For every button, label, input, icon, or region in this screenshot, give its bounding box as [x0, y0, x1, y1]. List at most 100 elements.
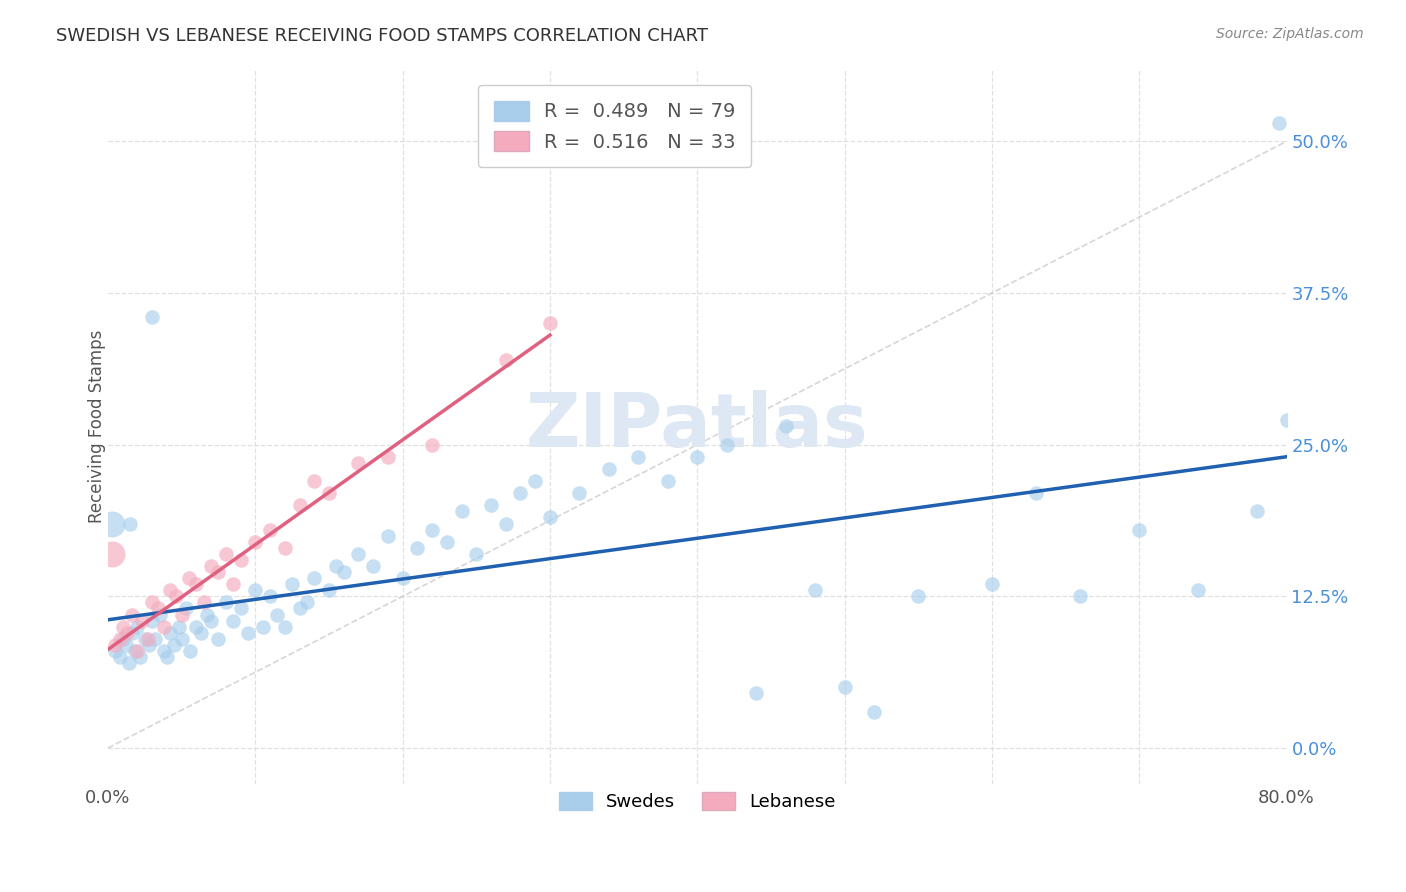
- Text: Source: ZipAtlas.com: Source: ZipAtlas.com: [1216, 27, 1364, 41]
- Point: [114, 638, 136, 652]
- Point: [104, 644, 127, 658]
- Point: [304, 571, 326, 585]
- Point: [288, 499, 311, 513]
- Point: [420, 438, 443, 452]
- Point: [222, 614, 245, 628]
- Point: [834, 681, 856, 695]
- Point: [124, 644, 146, 658]
- Point: [538, 510, 561, 524]
- Point: [215, 595, 238, 609]
- Point: [495, 516, 517, 531]
- Point: [318, 583, 340, 598]
- Point: [120, 516, 142, 531]
- Point: [156, 650, 179, 665]
- Point: [745, 686, 768, 700]
- Point: [222, 577, 245, 591]
- Point: [245, 534, 267, 549]
- Point: [465, 547, 488, 561]
- Point: [863, 705, 886, 719]
- Point: [245, 583, 267, 598]
- Point: [146, 601, 169, 615]
- Point: [229, 601, 252, 615]
- Point: [177, 571, 200, 585]
- Y-axis label: Receiving Food Stamps: Receiving Food Stamps: [89, 330, 105, 524]
- Point: [200, 614, 222, 628]
- Point: [108, 650, 131, 665]
- Point: [165, 590, 187, 604]
- Point: [190, 625, 212, 640]
- Point: [598, 462, 620, 476]
- Point: [117, 656, 139, 670]
- Point: [259, 523, 281, 537]
- Point: [347, 456, 370, 470]
- Point: [153, 620, 176, 634]
- Point: [377, 450, 399, 464]
- Point: [121, 625, 143, 640]
- Point: [495, 352, 517, 367]
- Point: [138, 638, 160, 652]
- Point: [195, 607, 218, 622]
- Point: [1025, 486, 1047, 500]
- Point: [450, 504, 472, 518]
- Point: [252, 620, 274, 634]
- Point: [127, 620, 149, 634]
- Point: [538, 316, 561, 330]
- Point: [129, 650, 152, 665]
- Point: [1187, 583, 1209, 598]
- Point: [174, 601, 197, 615]
- Point: [200, 559, 222, 574]
- Point: [207, 565, 229, 579]
- Point: [111, 620, 134, 634]
- Point: [101, 516, 124, 531]
- Point: [170, 607, 193, 622]
- Point: [1128, 523, 1150, 537]
- Point: [167, 620, 190, 634]
- Point: [186, 620, 208, 634]
- Point: [479, 499, 502, 513]
- Point: [657, 474, 679, 488]
- Point: [143, 632, 166, 646]
- Point: [775, 419, 797, 434]
- Point: [159, 625, 181, 640]
- Point: [361, 559, 384, 574]
- Point: [907, 590, 929, 604]
- Point: [141, 310, 163, 325]
- Point: [163, 638, 186, 652]
- Point: [207, 632, 229, 646]
- Point: [332, 565, 354, 579]
- Point: [186, 577, 208, 591]
- Point: [229, 553, 252, 567]
- Point: [179, 644, 201, 658]
- Point: [153, 644, 176, 658]
- Point: [1069, 590, 1091, 604]
- Point: [1275, 413, 1298, 427]
- Point: [115, 625, 138, 640]
- Point: [159, 583, 181, 598]
- Point: [509, 486, 531, 500]
- Point: [127, 644, 149, 658]
- Point: [259, 590, 281, 604]
- Point: [281, 577, 304, 591]
- Point: [1268, 116, 1291, 130]
- Point: [215, 547, 238, 561]
- Point: [121, 607, 143, 622]
- Point: [170, 632, 193, 646]
- Point: [288, 601, 311, 615]
- Point: [406, 541, 429, 555]
- Point: [131, 614, 153, 628]
- Point: [148, 607, 170, 622]
- Point: [377, 529, 399, 543]
- Legend: Swedes, Lebanese: Swedes, Lebanese: [544, 777, 851, 825]
- Text: SWEDISH VS LEBANESE RECEIVING FOOD STAMPS CORRELATION CHART: SWEDISH VS LEBANESE RECEIVING FOOD STAMP…: [56, 27, 709, 45]
- Point: [716, 438, 738, 452]
- Point: [686, 450, 709, 464]
- Point: [1246, 504, 1268, 518]
- Point: [627, 450, 650, 464]
- Point: [347, 547, 370, 561]
- Point: [318, 486, 340, 500]
- Point: [101, 547, 124, 561]
- Point: [804, 583, 827, 598]
- Point: [304, 474, 326, 488]
- Point: [524, 474, 547, 488]
- Point: [141, 614, 163, 628]
